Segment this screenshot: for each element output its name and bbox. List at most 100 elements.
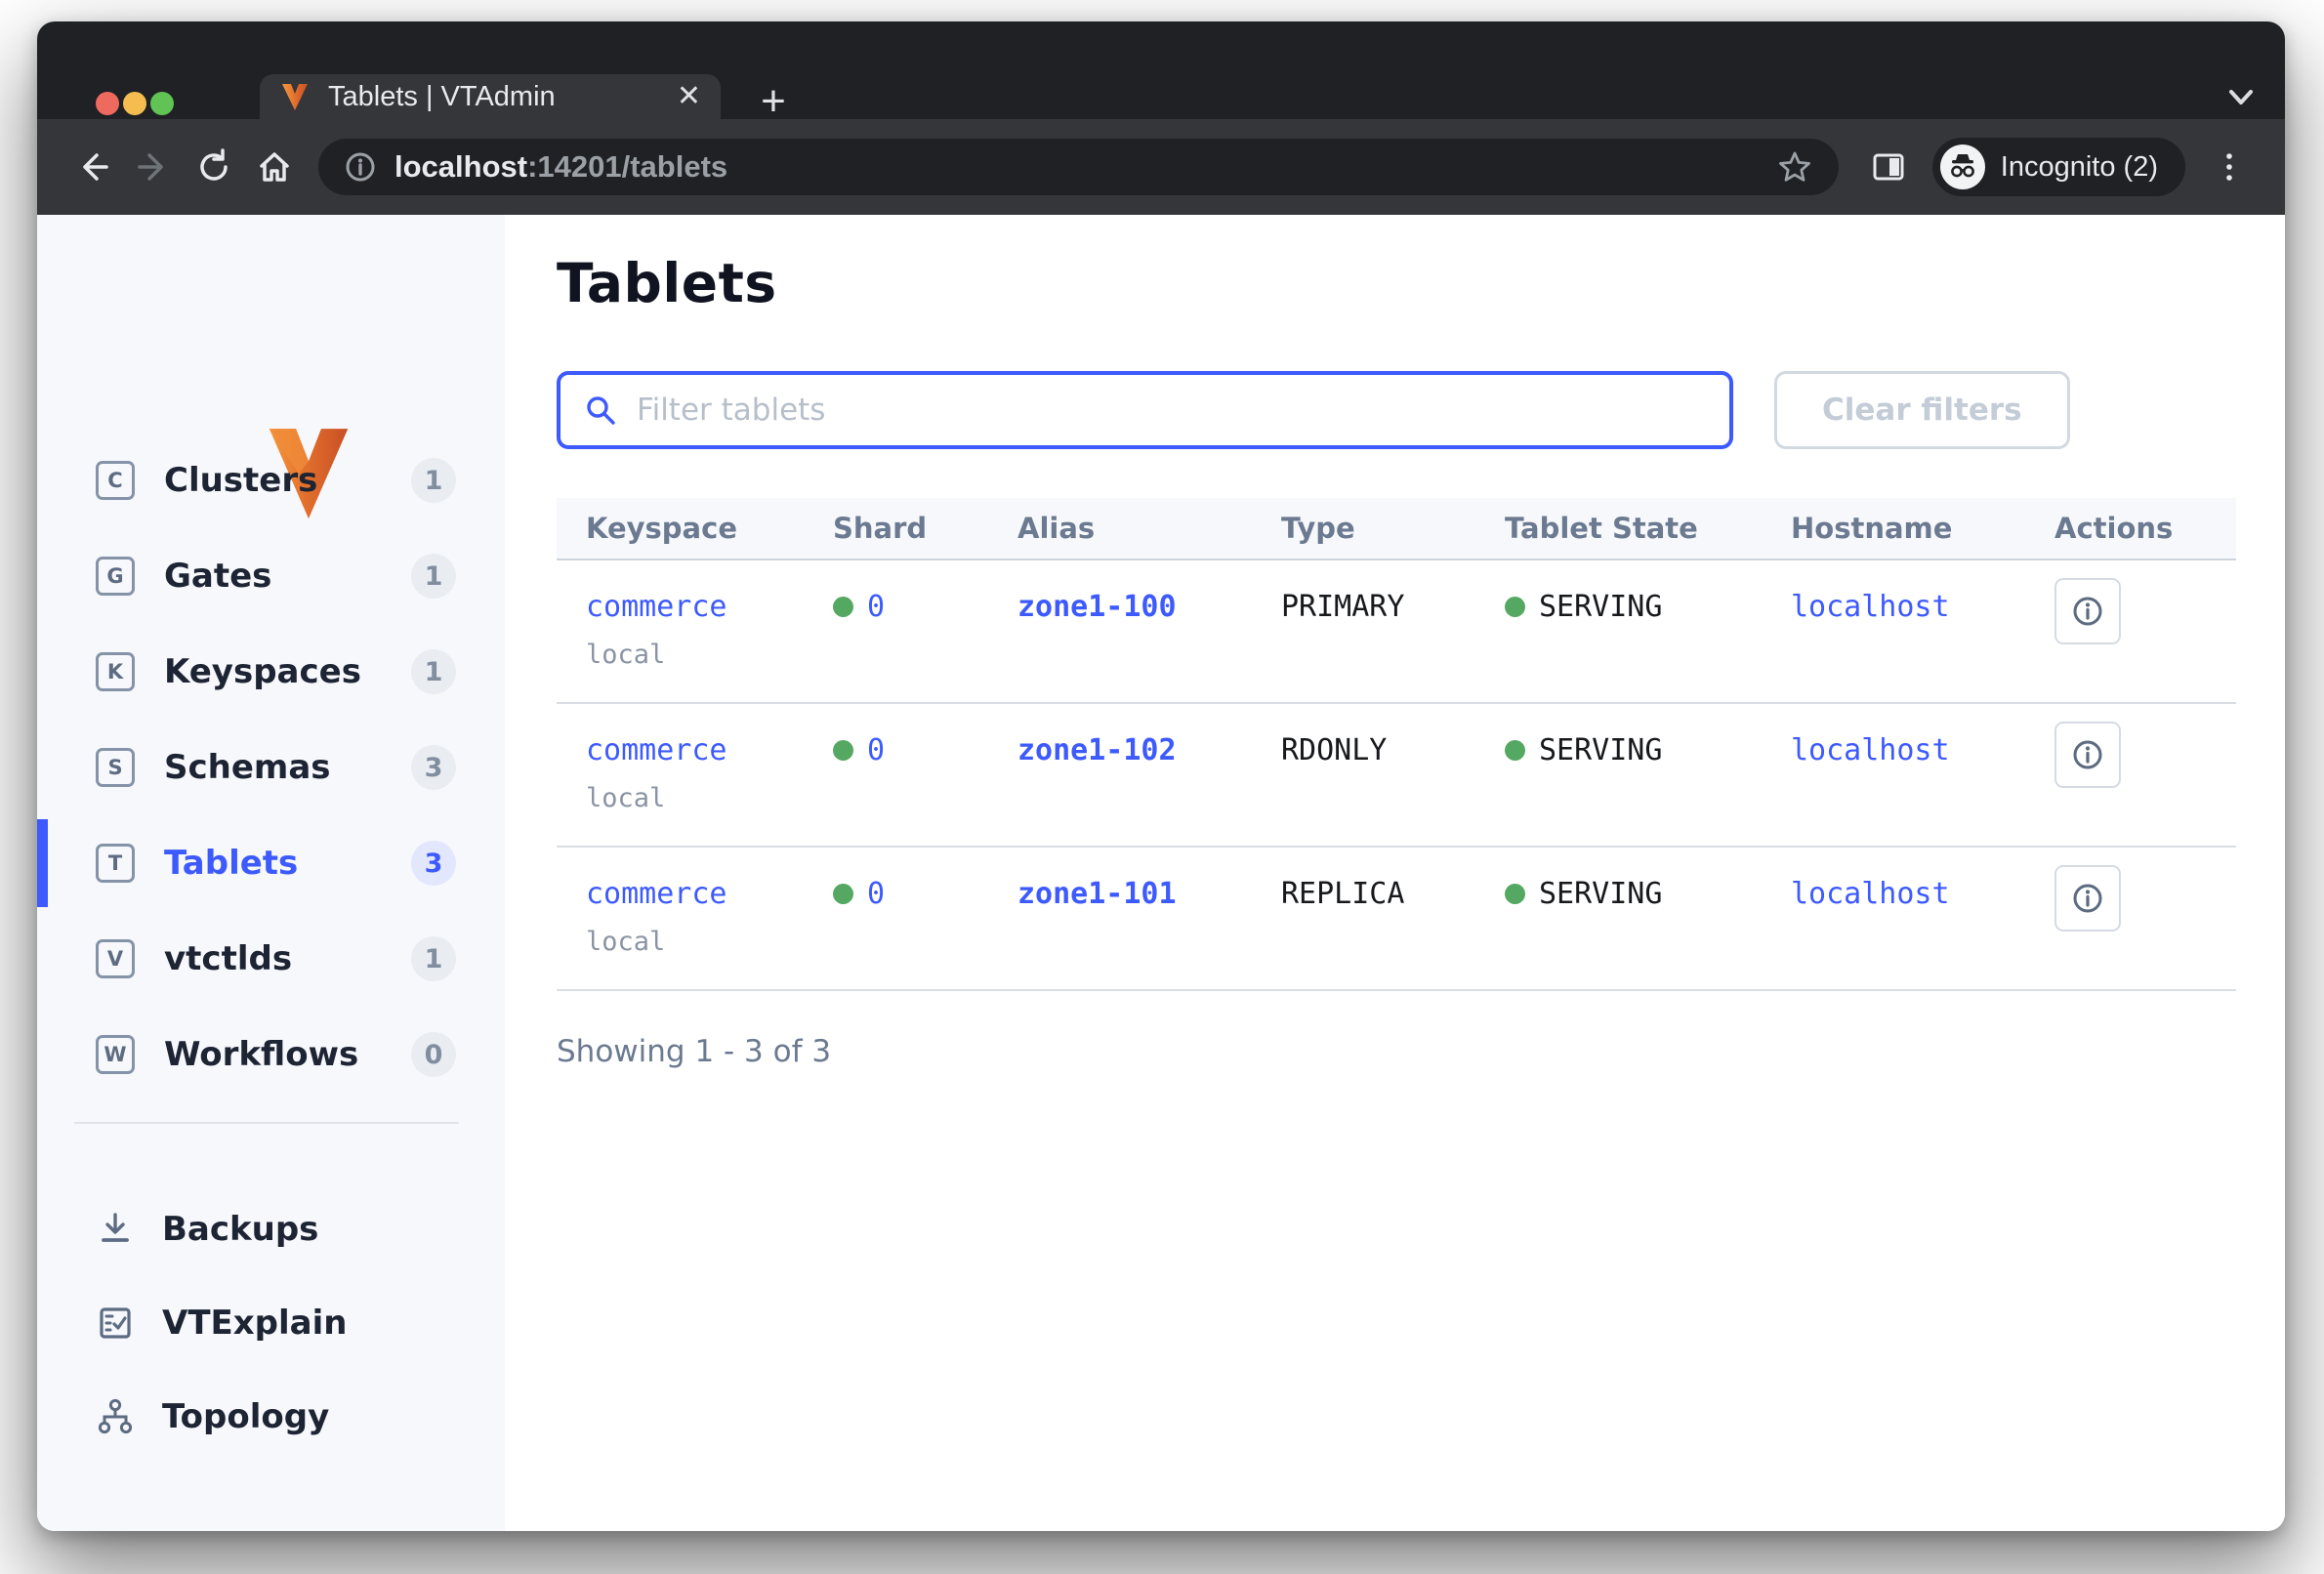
- clusters-icon: C: [96, 461, 135, 500]
- topology-icon: [94, 1396, 137, 1437]
- bookmark-star-icon[interactable]: [1776, 148, 1813, 186]
- col-alias: Alias: [1017, 512, 1096, 545]
- tablets-icon: T: [96, 844, 135, 883]
- keyspace-link[interactable]: commerce: [586, 877, 727, 911]
- table-row: commerce local 0 zone1-102 RDONLY SERVIN…: [557, 704, 2236, 848]
- url-path: :14201/tablets: [527, 149, 728, 184]
- page-title: Tablets: [557, 252, 777, 314]
- col-type: Type: [1281, 512, 1355, 545]
- col-hostname: Hostname: [1791, 512, 1953, 545]
- count-badge: 3: [411, 745, 456, 790]
- tablet-info-button[interactable]: [2054, 865, 2121, 932]
- gates-icon: G: [96, 557, 135, 596]
- reload-icon[interactable]: [184, 137, 244, 197]
- window-zoom-button[interactable]: [150, 92, 174, 115]
- sidebar-item-backups[interactable]: Backups: [37, 1182, 505, 1276]
- sidebar-item-schemas[interactable]: S Schemas 3: [37, 720, 505, 815]
- vitess-logo[interactable]: [264, 422, 353, 531]
- download-icon: [94, 1210, 137, 1249]
- sidebar-tools: Backups VTExplain Topology: [37, 1182, 505, 1464]
- url-host: localhost: [394, 149, 528, 184]
- count-badge: 1: [411, 458, 456, 503]
- tablet-state: SERVING: [1539, 877, 1663, 911]
- window-close-button[interactable]: [96, 92, 119, 115]
- tab-tablets[interactable]: Tablets | VTAdmin ✕: [260, 74, 721, 119]
- count-badge: 3: [411, 841, 456, 886]
- site-info-icon[interactable]: [344, 150, 377, 184]
- forward-icon[interactable]: [123, 137, 184, 197]
- tablets-table: Keyspace Shard Alias Type Tablet State H…: [557, 498, 2236, 991]
- alias-link[interactable]: zone1-101: [1017, 877, 1177, 911]
- sidebar-item-vtexplain[interactable]: VTExplain: [37, 1276, 505, 1370]
- tablet-info-button[interactable]: [2054, 578, 2121, 644]
- shard-serving-dot: [833, 740, 853, 761]
- hostname-link[interactable]: localhost: [1791, 877, 1950, 911]
- chrome-menu-icon[interactable]: [2199, 137, 2260, 197]
- results-summary: Showing 1 - 3 of 3: [557, 1034, 832, 1069]
- count-badge: 1: [411, 554, 456, 599]
- tablet-state: SERVING: [1539, 733, 1663, 767]
- tablet-state: SERVING: [1539, 590, 1663, 624]
- count-badge: 0: [411, 1032, 456, 1077]
- workflows-icon: W: [96, 1035, 135, 1074]
- state-serving-dot: [1505, 740, 1525, 761]
- window-minimize-button[interactable]: [123, 92, 146, 115]
- alias-link[interactable]: zone1-100: [1017, 590, 1177, 624]
- keyspaces-icon: K: [96, 652, 135, 691]
- sidebar-divider: [74, 1122, 459, 1124]
- shard-link[interactable]: 0: [867, 733, 886, 767]
- vitess-favicon: [279, 81, 311, 112]
- col-actions: Actions: [2054, 512, 2174, 545]
- tablet-type: REPLICA: [1281, 877, 1405, 911]
- sidebar-item-topology[interactable]: Topology: [37, 1370, 505, 1464]
- incognito-badge: Incognito (2): [1931, 138, 2185, 196]
- table-row: commerce local 0 zone1-101 REPLICA SERVI…: [557, 848, 2236, 991]
- schemas-icon: S: [96, 748, 135, 787]
- tab-strip: Tablets | VTAdmin ✕ +: [37, 21, 2285, 125]
- sidebar-item-gates[interactable]: G Gates 1: [37, 528, 505, 624]
- cluster-name: local: [586, 640, 666, 670]
- main-content: Tablets Clear filters Keyspace Shard Ali…: [505, 215, 2285, 1531]
- tablet-type: PRIMARY: [1281, 590, 1405, 624]
- incognito-label: Incognito (2): [2000, 150, 2158, 183]
- vtctlds-icon: V: [96, 939, 135, 978]
- tablet-info-button[interactable]: [2054, 722, 2121, 788]
- back-icon[interactable]: [62, 137, 123, 197]
- filter-row: Clear filters: [557, 371, 2285, 449]
- filter-box: [557, 371, 1733, 449]
- sidebar-nav: C Clusters 1 G Gates 1 K Keyspaces 1 S S…: [37, 433, 505, 1102]
- url-text: localhost:14201/tablets: [394, 149, 727, 185]
- new-tab-button[interactable]: +: [761, 77, 786, 125]
- browser-toolbar: localhost:14201/tablets Incognito (2): [37, 119, 2285, 215]
- keyspace-link[interactable]: commerce: [586, 733, 727, 767]
- shard-link[interactable]: 0: [867, 590, 886, 624]
- sidebar-item-clusters[interactable]: C Clusters 1: [37, 433, 505, 528]
- tab-close-icon[interactable]: ✕: [676, 79, 701, 113]
- hostname-link[interactable]: localhost: [1791, 590, 1950, 624]
- shard-serving-dot: [833, 597, 853, 617]
- vtadmin-app: C Clusters 1 G Gates 1 K Keyspaces 1 S S…: [37, 215, 2285, 1531]
- side-panel-icon[interactable]: [1858, 137, 1919, 197]
- url-bar[interactable]: localhost:14201/tablets: [318, 139, 1839, 195]
- sidebar-item-keyspaces[interactable]: K Keyspaces 1: [37, 624, 505, 720]
- count-badge: 1: [411, 936, 456, 981]
- tab-search-chevron-icon[interactable]: [2224, 86, 2258, 109]
- filter-tablets-input[interactable]: [637, 393, 1706, 428]
- col-keyspace: Keyspace: [586, 512, 737, 545]
- hostname-link[interactable]: localhost: [1791, 733, 1950, 767]
- col-tablet-state: Tablet State: [1505, 512, 1698, 545]
- sidebar-item-tablets[interactable]: T Tablets 3: [37, 815, 505, 911]
- state-serving-dot: [1505, 884, 1525, 904]
- keyspace-link[interactable]: commerce: [586, 590, 727, 624]
- state-serving-dot: [1505, 597, 1525, 617]
- sidebar-item-workflows[interactable]: W Workflows 0: [37, 1007, 505, 1102]
- explain-doc-icon: [94, 1304, 137, 1343]
- clear-filters-button[interactable]: Clear filters: [1774, 371, 2070, 449]
- home-icon[interactable]: [244, 137, 305, 197]
- search-icon: [584, 394, 617, 427]
- alias-link[interactable]: zone1-102: [1017, 733, 1177, 767]
- shard-link[interactable]: 0: [867, 877, 886, 911]
- sidebar-item-vtctlds[interactable]: V vtctlds 1: [37, 911, 505, 1007]
- incognito-icon: [1939, 145, 1985, 189]
- count-badge: 1: [411, 649, 456, 694]
